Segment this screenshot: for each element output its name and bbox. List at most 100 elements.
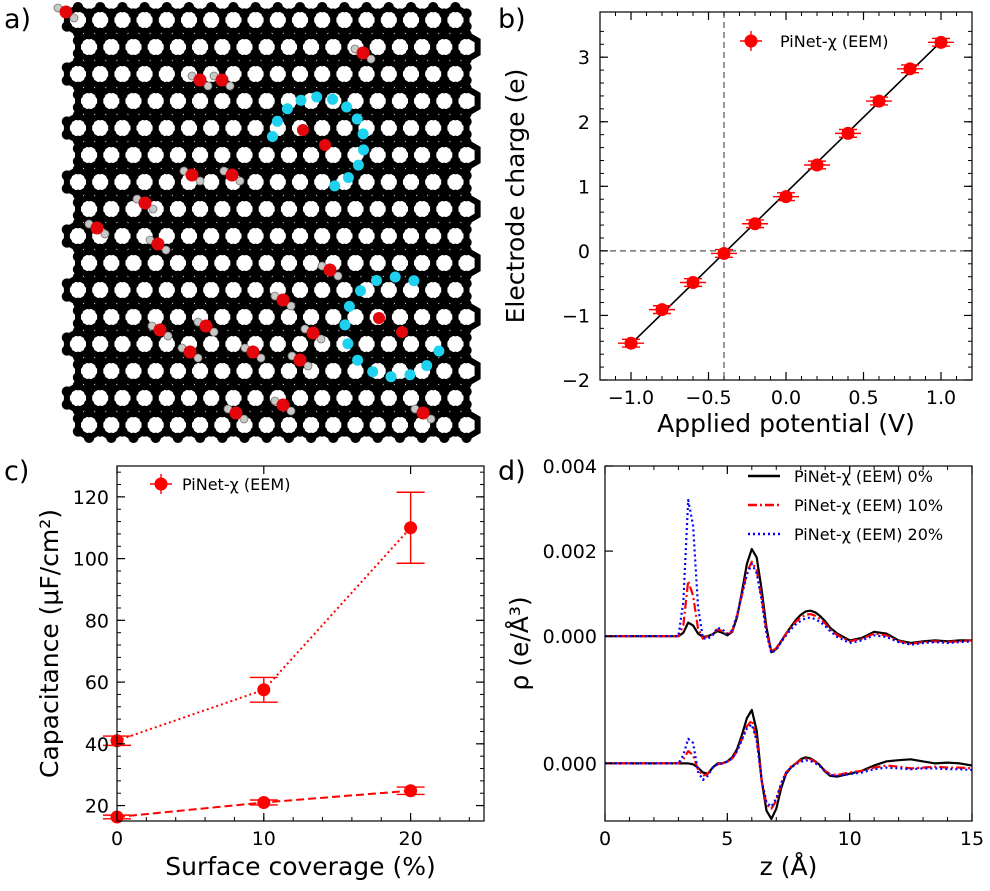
carbon-atom xyxy=(405,305,417,316)
carbon-atom xyxy=(194,62,206,73)
carbon-atom xyxy=(416,170,428,181)
carbon-atom xyxy=(183,102,195,113)
carbon-atom xyxy=(228,89,239,100)
carbon-atom xyxy=(439,237,450,248)
carbon-atom xyxy=(139,218,150,229)
carbon-atom xyxy=(283,216,295,227)
carbon-atom xyxy=(95,81,106,93)
carbon-atom xyxy=(328,324,339,335)
carbon-atom xyxy=(339,380,350,391)
carbon-atom xyxy=(328,129,339,140)
carbon-atom xyxy=(72,264,84,275)
carbon-atom xyxy=(183,405,195,416)
carbon-atom xyxy=(250,272,261,283)
panel-b-charge-vs-potential: −1.0 −0.5 0.0 0.5 1.0 −2 −1 0 1 2 3 Applied potenti… xyxy=(501,11,973,438)
carbon-atom xyxy=(439,432,450,443)
carbon-atom xyxy=(383,197,394,208)
carbon-atom xyxy=(128,270,139,281)
carbon-atom xyxy=(283,237,295,248)
x-tick-label: 15 xyxy=(960,828,984,850)
carbon-atom xyxy=(139,56,150,67)
carbon-atom xyxy=(439,83,450,94)
carbon-atom xyxy=(72,305,84,316)
carbon-atom xyxy=(128,29,139,40)
carbon-atom xyxy=(416,237,428,248)
carbon-atom xyxy=(206,426,217,437)
carbon-atom xyxy=(272,264,283,275)
carbon-atom xyxy=(461,353,472,364)
carbon-atom xyxy=(305,83,317,94)
carbon-atom xyxy=(394,407,406,418)
carbon-atom xyxy=(217,129,228,140)
carbon-atom xyxy=(150,129,161,140)
carbon-atom xyxy=(439,245,450,256)
carbon-atom xyxy=(461,224,472,235)
marker xyxy=(748,217,762,231)
oxygen-atom xyxy=(90,221,104,235)
carbon-atom xyxy=(250,143,261,154)
carbon-atom xyxy=(117,272,128,283)
carbon-atom xyxy=(361,110,372,121)
carbon-atom xyxy=(161,2,172,13)
carbon-atom xyxy=(150,8,161,19)
carbon-atom xyxy=(194,278,206,289)
series-line xyxy=(116,527,412,742)
data-point xyxy=(866,94,892,108)
carbon-atom xyxy=(117,48,128,59)
carbon-atom xyxy=(128,21,139,32)
carbon-atom xyxy=(416,324,428,335)
carbon-atom xyxy=(372,108,383,120)
y-tick-label: −1 xyxy=(562,305,590,327)
carbon-atom xyxy=(383,264,394,275)
carbon-atom xyxy=(372,407,383,418)
carbon-atom xyxy=(439,129,450,140)
carbon-atom xyxy=(117,359,128,370)
carbon-atom xyxy=(206,264,217,275)
highlight-marker xyxy=(342,172,354,184)
carbon-atom xyxy=(317,35,328,46)
carbon-atom xyxy=(239,378,250,389)
carbon-atom xyxy=(250,35,261,46)
carbon-atom xyxy=(383,35,394,46)
carbon-atom xyxy=(305,399,317,410)
carbon-atom xyxy=(106,108,117,120)
carbon-atom xyxy=(139,305,150,316)
carbon-atom xyxy=(328,353,339,364)
carbon-atom xyxy=(450,359,461,370)
carbon-atom xyxy=(350,399,361,410)
carbon-atom xyxy=(239,332,250,343)
y-tick-label: 0.000 xyxy=(543,626,597,648)
carbon-atom xyxy=(439,170,450,181)
carbon-atom xyxy=(394,224,406,235)
carbon-atom xyxy=(172,237,184,248)
carbon-atom xyxy=(261,75,272,86)
carbon-atom xyxy=(383,156,394,167)
carbon-atom xyxy=(416,183,428,194)
carbon-atom xyxy=(117,218,128,229)
hydrogen-atom xyxy=(256,353,266,363)
x-tick-label: 5 xyxy=(721,828,733,850)
carbon-atom xyxy=(461,108,472,120)
carbon-atom xyxy=(117,56,128,67)
carbon-atom xyxy=(439,191,450,202)
carbon-atom xyxy=(361,318,372,329)
carbon-atom xyxy=(317,48,328,59)
carbon-atom xyxy=(139,135,150,146)
y-tick-label: 1 xyxy=(578,176,590,198)
carbon-atom xyxy=(305,224,317,235)
carbon-atom xyxy=(428,326,439,337)
carbon-atom xyxy=(161,380,172,391)
carbon-atom xyxy=(372,378,383,389)
carbon-atom xyxy=(317,251,328,262)
carbon-atom xyxy=(61,129,73,140)
carbon-atom xyxy=(461,386,472,397)
carbon-atom xyxy=(372,21,383,32)
carbon-atom xyxy=(339,48,350,59)
carbon-atom xyxy=(350,237,361,248)
carbon-atom xyxy=(439,291,450,302)
carbon-atom xyxy=(294,135,306,146)
legend: PiNet-χ (EEM) xyxy=(150,474,290,494)
carbon-atom xyxy=(106,432,117,443)
carbon-atom xyxy=(272,351,283,362)
carbon-atom xyxy=(250,297,261,308)
